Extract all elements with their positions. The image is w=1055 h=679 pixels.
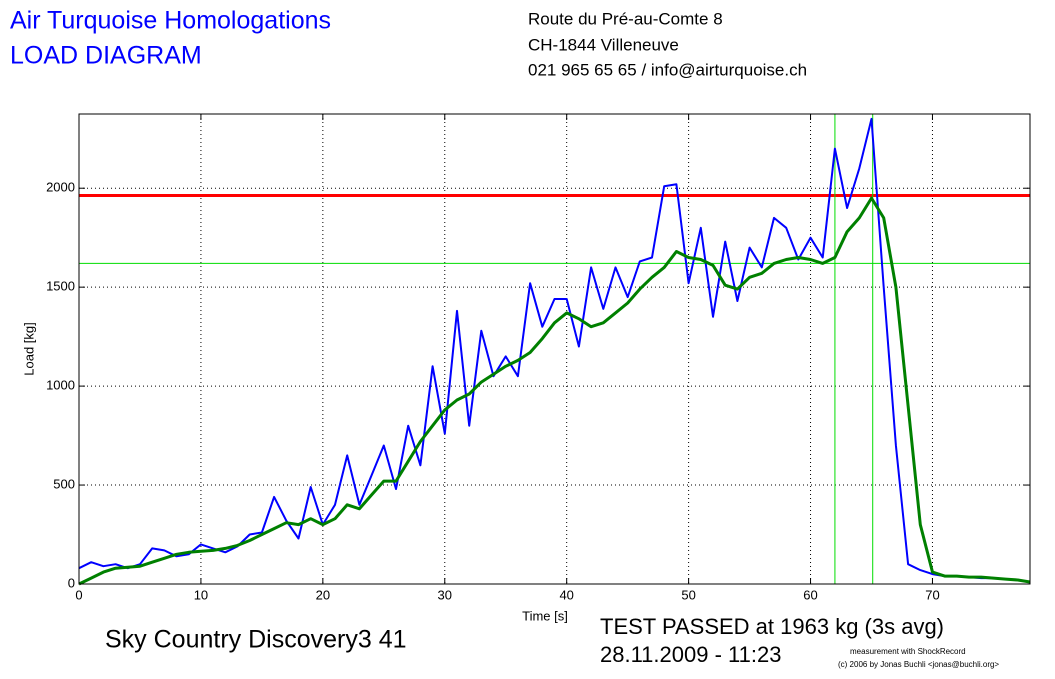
x-tick-label: 10 xyxy=(194,587,208,602)
x-tick-label: 40 xyxy=(559,587,573,602)
y-axis-label: Load [kg] xyxy=(21,322,36,376)
glider-name: Sky Country Discovery3 41 xyxy=(105,626,407,654)
y-tick-label: 2000 xyxy=(46,180,75,195)
x-tick-label: 50 xyxy=(681,587,695,602)
x-tick-label: 0 xyxy=(75,587,82,602)
y-tick-label: 500 xyxy=(53,476,75,491)
y-tick-label: 1000 xyxy=(46,378,75,393)
data-line xyxy=(78,196,1031,586)
date: 28.11.2009 - 11:23 xyxy=(600,642,781,667)
x-tick-label: 70 xyxy=(925,587,939,602)
title: Air Turquoise Homologations xyxy=(10,7,331,35)
credit: (c) 2006 by Jonas Buchli <jonas@buchli.o… xyxy=(838,660,999,669)
y-tick-label: 0 xyxy=(68,575,75,590)
plot-frame xyxy=(78,113,1031,585)
x-tick-label: 20 xyxy=(316,587,330,602)
x-tick-label: 60 xyxy=(803,587,817,602)
result: TEST PASSED at 1963 kg (3s avg) xyxy=(600,614,944,639)
address-line: Route du Pré-au-Comte 8 xyxy=(528,9,723,28)
x-axis-label: Time [s] xyxy=(522,608,568,623)
credit: measurement with ShockRecord xyxy=(850,647,966,656)
address-line: 021 965 65 65 / info@airturquoise.ch xyxy=(528,60,807,79)
x-tick-label: 30 xyxy=(438,587,452,602)
subtitle: LOAD DIAGRAM xyxy=(10,42,202,70)
address-line: CH-1844 Villeneuve xyxy=(528,35,679,54)
plot-area xyxy=(79,114,1030,584)
y-tick-label: 1500 xyxy=(46,279,75,294)
